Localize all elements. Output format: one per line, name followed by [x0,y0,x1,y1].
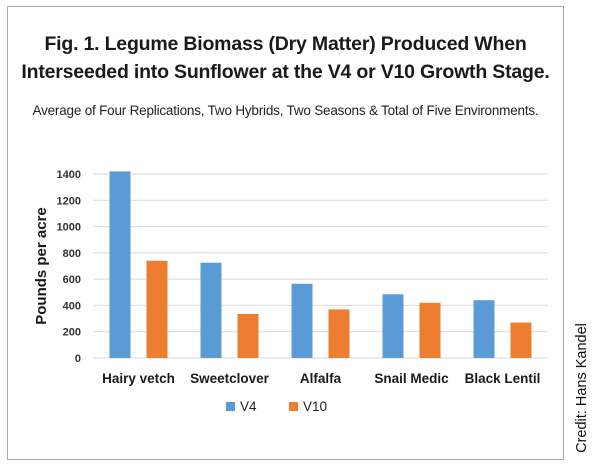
x-category-label: Alfalfa [300,371,342,386]
chart-title-line-1: Fig. 1. Legume Biomass (Dry Matter) Prod… [44,33,527,55]
legend-swatch-v10 [289,402,298,411]
y-tick-label: 800 [63,248,81,260]
x-category-label: Hairy vetch [102,371,175,386]
bar-v10-alfalfa [328,309,350,358]
x-category-label: Snail Medic [374,371,449,386]
legend-label-v4: V4 [240,399,257,414]
y-tick-label: 0 [75,353,81,365]
bar-v4-snail-medic [382,294,404,358]
bar-v4-black-lentil [473,300,495,358]
legend-swatch-v4 [226,402,235,411]
bar-v10-hairy-vetch [146,260,168,358]
bar-v10-snail-medic [419,302,441,358]
bar-v4-hairy-vetch [109,171,131,358]
chart-frame [7,6,564,460]
bar-v10-sweetclover [237,313,259,358]
chart-subtitle: Average of Four Replications, Two Hybrid… [32,103,539,118]
y-tick-label: 1000 [57,222,81,234]
y-tick-label: 600 [63,274,81,286]
x-category-label: Black Lentil [465,371,541,386]
x-category-label: Sweetclover [190,371,270,386]
bar-v4-sweetclover [200,262,222,358]
photo-credit: Credit: Hans Kandel [574,323,590,453]
y-tick-label: 1200 [57,195,81,207]
bar-v10-black-lentil [510,322,532,358]
legend-label-v10: V10 [303,399,327,414]
y-axis-label: Pounds per acre [33,207,50,325]
y-tick-label: 400 [63,300,81,312]
y-tick-label: 1400 [57,169,81,181]
y-tick-label: 200 [63,327,81,339]
bar-v4-alfalfa [291,283,313,358]
chart-title-line-2: Interseeded into Sunflower at the V4 or … [21,61,550,83]
